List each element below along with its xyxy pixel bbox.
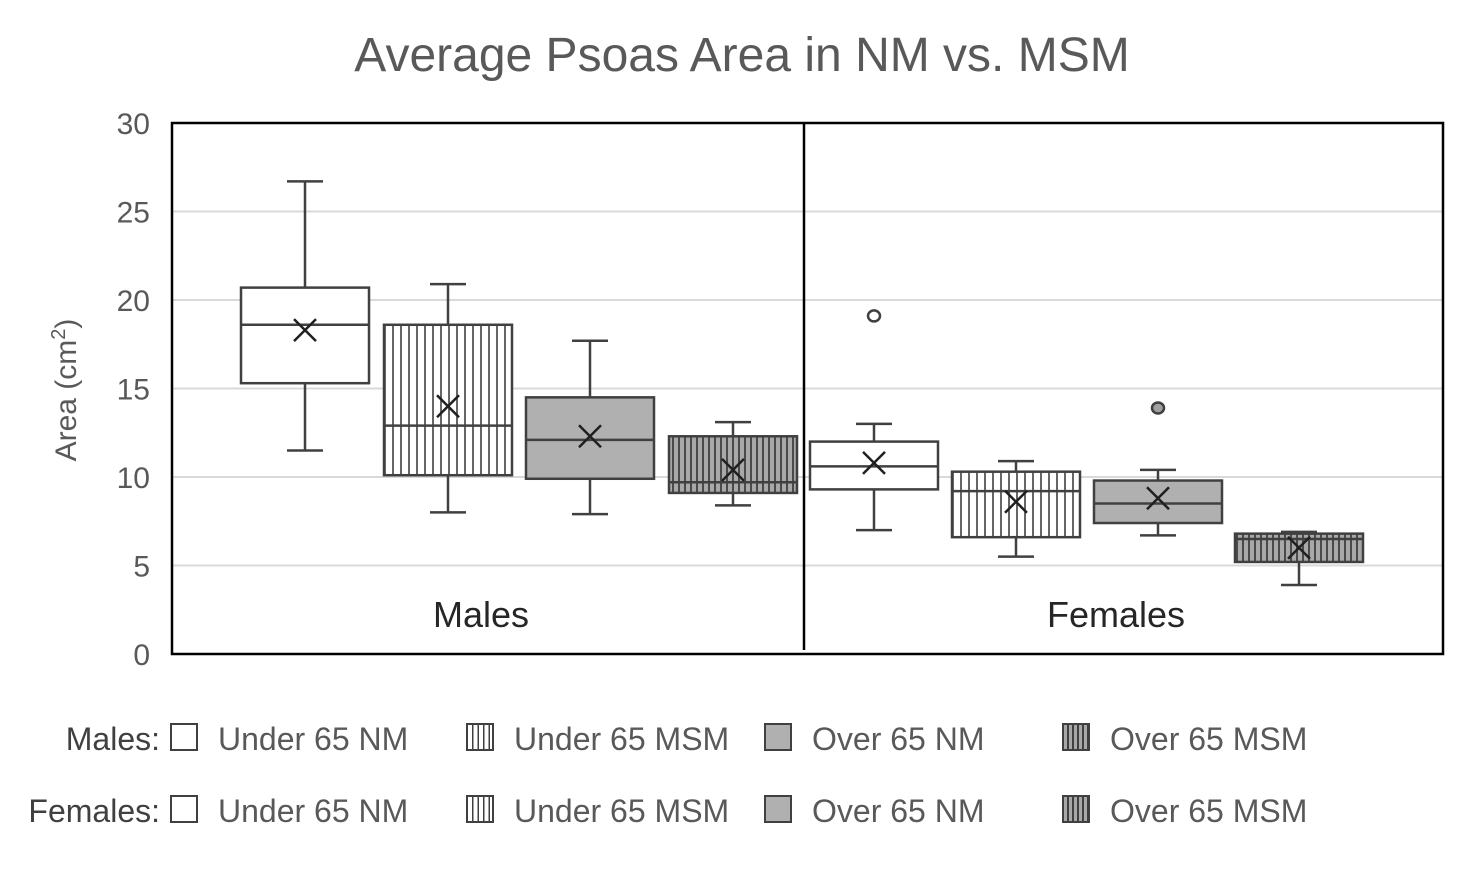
group-label-females: Females (1047, 594, 1185, 635)
legend-text: Over 65 MSM (1110, 721, 1308, 757)
box-males-over-65-msm (667, 420, 799, 507)
y-tick-label: 30 (117, 108, 150, 141)
mean-marker (578, 424, 602, 449)
legend-group-label: Males: (65, 721, 160, 757)
mean-marker (1146, 486, 1170, 511)
box-females-over-65-nm (1092, 401, 1224, 537)
y-tick-label: 15 (117, 374, 150, 407)
legend-text: Over 65 MSM (1110, 793, 1308, 829)
outlier-point (1150, 401, 1166, 415)
box-males-over-65-nm (524, 339, 656, 516)
group-labels: Males Females (433, 594, 1185, 635)
outlier-point (866, 309, 882, 323)
y-axis-label-close: ) (50, 319, 83, 329)
legend-text: Under 65 NM (218, 721, 409, 757)
mean-marker (862, 450, 886, 475)
y-tick-label: 25 (117, 197, 150, 230)
y-tick-label: 10 (117, 462, 150, 495)
box-males-under-65-nm (239, 180, 371, 452)
box-females-under-65-nm (808, 309, 940, 532)
legend-text: Under 65 MSM (514, 793, 730, 829)
y-axis-label-sup: 2 (48, 329, 70, 340)
legend-swatch (170, 723, 198, 751)
y-axis-label-main: Area (cm (50, 340, 83, 462)
box-iqr (1092, 479, 1224, 525)
group-label-males: Males (433, 594, 529, 635)
box-layer (239, 180, 1365, 587)
mean-marker (1004, 489, 1028, 514)
legend-swatch (764, 795, 792, 823)
legend-swatch (466, 723, 494, 751)
mean-marker (721, 458, 745, 482)
legend-text: Over 65 NM (812, 721, 985, 757)
box-iqr (950, 470, 1082, 539)
legend-group-label: Females: (28, 793, 160, 829)
y-axis-label: Area (cm2) (48, 319, 83, 462)
legend-text: Under 65 MSM (514, 721, 730, 757)
y-tick-label: 20 (117, 285, 150, 318)
box-iqr (239, 286, 371, 385)
legend-swatch (466, 795, 494, 823)
y-axis-ticks: 0 5 10 15 20 25 30 (117, 108, 150, 672)
chart-title: Average Psoas Area in NM vs. MSM (354, 29, 1130, 82)
plot-frame (170, 121, 1445, 656)
mean-marker (1287, 535, 1311, 560)
legend-text: Over 65 NM (812, 793, 985, 829)
legend-swatch (1062, 723, 1090, 751)
mean-marker (436, 394, 460, 419)
legend-swatch (764, 723, 792, 751)
box-females-under-65-msm (950, 459, 1082, 558)
box-iqr (667, 435, 799, 495)
box-iqr (382, 323, 514, 477)
box-females-over-65-msm (1233, 530, 1365, 587)
legend-swatch (1062, 795, 1090, 823)
grid-layer (170, 121, 1445, 656)
box-iqr (524, 396, 656, 481)
y-tick-label: 5 (133, 551, 150, 584)
y-tick-label: 0 (133, 639, 150, 672)
mean-marker (293, 318, 317, 342)
box-males-under-65-msm (382, 282, 514, 514)
legend-swatch (170, 795, 198, 823)
legend-row-males: Males: Under 65 NM Under 65 MSM Over 65 NM O… (0, 719, 1468, 759)
legend-text: Under 65 NM (218, 793, 409, 829)
legend-row-females: Females: Under 65 NM Under 65 MSM Over 65 N… (0, 791, 1468, 831)
